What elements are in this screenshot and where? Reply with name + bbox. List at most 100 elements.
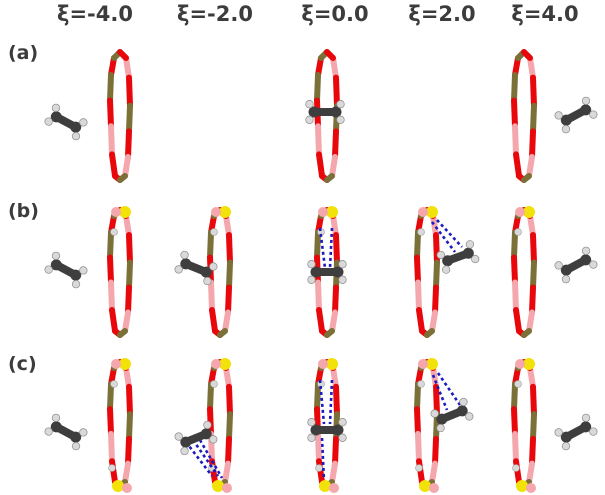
column-header-xi-2: ξ=2.0 [387, 2, 497, 26]
ring-atom [515, 207, 525, 217]
hydrogen-atom [71, 442, 81, 451]
ring-bond [117, 173, 128, 183]
carbon-atom [580, 421, 592, 433]
ring-bond [316, 151, 325, 179]
sulfur-atom [426, 358, 438, 370]
ring-bond [430, 213, 439, 238]
carbon-atom [180, 258, 192, 270]
ring-bond [122, 309, 131, 334]
hydrogen-atom [71, 280, 81, 289]
hydrogen-atom [589, 110, 598, 119]
xi-symbol: ξ [408, 2, 421, 26]
ring-bond [527, 213, 536, 238]
ring-bond [126, 232, 133, 266]
ring-bond [513, 151, 522, 179]
hydrogen-atom [307, 275, 316, 284]
ring-bond [511, 254, 518, 286]
ring-bond [108, 430, 115, 465]
column-header-xi-0: ξ=0.0 [280, 2, 390, 26]
interaction-line [198, 439, 224, 479]
ring-bond [529, 435, 536, 467]
ring-bond [512, 430, 519, 465]
sulfur-atom [516, 480, 528, 492]
ring-bond [415, 430, 422, 465]
hydrogen-atom [305, 115, 314, 124]
ring-bond [207, 229, 214, 261]
ring-bond [207, 406, 214, 437]
column-header-xi-neg4: ξ=-4.0 [40, 2, 150, 26]
hydrogen-atom [561, 442, 571, 451]
ring-bond [107, 381, 114, 413]
sulfur-atom [326, 358, 338, 370]
ring-bond [223, 365, 232, 390]
interaction-line [431, 374, 449, 411]
ring-bond [527, 55, 536, 81]
ring-atom [329, 483, 339, 493]
hydrogen-atom [417, 228, 425, 236]
xi-symbol: ξ [177, 2, 190, 26]
ring-bond [332, 435, 339, 467]
ring-bond [324, 173, 335, 183]
ring-bond [433, 259, 440, 291]
ring-atom [318, 207, 328, 217]
ring-bond [527, 365, 536, 390]
sulfur-atom [419, 480, 431, 492]
hydrogen-atom [554, 428, 563, 437]
ring-bond [107, 97, 114, 130]
carbon-atom [310, 266, 322, 278]
hydrogen-atom [51, 413, 61, 422]
carbon-atom [308, 106, 320, 118]
hydrogen-atom [514, 228, 522, 236]
hydrogen-atom [471, 254, 480, 264]
sulfur-atom [523, 206, 535, 218]
ring-bond [226, 383, 233, 418]
hydrogen-atom [180, 446, 189, 456]
ring-bond [433, 383, 440, 418]
xi-symbol: ξ [511, 2, 524, 26]
ring-atom [211, 359, 221, 369]
ring-bond [330, 55, 339, 81]
ring-bond [207, 381, 214, 413]
carbon-atom [332, 266, 344, 278]
ring-bond [223, 213, 232, 238]
xi-symbol: ξ [57, 2, 70, 26]
ring-bond [314, 229, 321, 261]
sulfur-atom [119, 206, 131, 218]
ring-bond [117, 328, 128, 338]
ring-bond [107, 406, 114, 437]
xi-value: =-4.0 [69, 2, 133, 26]
hydrogen-atom [459, 397, 468, 407]
hydrogen-atom [581, 96, 591, 105]
hydrogen-atom [108, 464, 116, 472]
ring-bond [332, 284, 339, 316]
hydrogen-atom [561, 275, 571, 284]
ring-bond [125, 284, 132, 316]
hydrogen-atom [336, 115, 345, 124]
ring-bond [126, 411, 133, 442]
sulfur-atom [326, 206, 338, 218]
ring-bond [530, 259, 537, 291]
interaction-line [328, 379, 334, 425]
ring-bond [126, 74, 133, 109]
hydrogen-atom [465, 240, 475, 249]
ring-bond [530, 383, 537, 418]
ring-bond [424, 328, 435, 338]
interaction-line [436, 219, 463, 248]
ring-bond [315, 430, 322, 465]
ring-bond [530, 232, 537, 266]
ring-bond [122, 460, 131, 485]
hydrogen-atom [441, 265, 451, 274]
hydrogen-atom [307, 260, 316, 269]
hydrogen-atom [305, 100, 314, 109]
carbon-atom [560, 431, 572, 443]
ring-bond [333, 383, 340, 418]
ring-atom [122, 483, 132, 493]
ring-bond [315, 279, 322, 313]
hydrogen-atom [44, 265, 53, 274]
hydrogen-atom [307, 433, 316, 442]
carbon-atom [442, 255, 454, 267]
sulfur-atom [219, 358, 231, 370]
ring-bond [511, 406, 518, 437]
ring-bond [208, 279, 215, 313]
